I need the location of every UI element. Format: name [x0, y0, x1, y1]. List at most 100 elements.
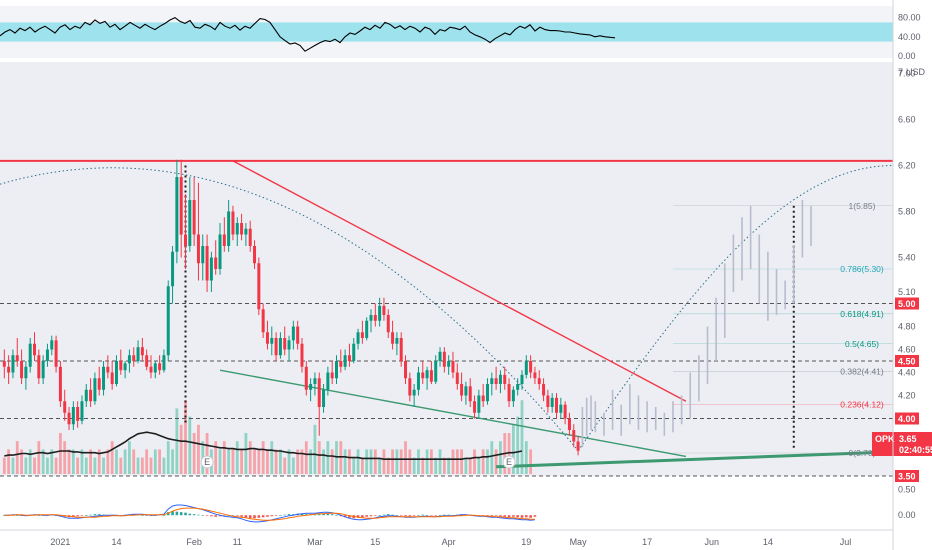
volume-bar: [145, 449, 149, 474]
macd-histogram-bar: [313, 514, 317, 516]
candle: [192, 177, 196, 246]
candle: [184, 194, 188, 269]
candle-body: [529, 361, 533, 373]
earnings-marker[interactable]: E: [502, 455, 516, 469]
price-tick-label: 5.80: [898, 207, 916, 217]
candle: [54, 335, 58, 373]
candle-body: [555, 397, 559, 413]
candle: [529, 355, 533, 379]
macd-histogram-bar: [499, 515, 502, 517]
candle: [253, 240, 257, 269]
candle-body: [257, 263, 261, 310]
macd-histogram-bar: [520, 515, 524, 518]
candle-body: [412, 389, 416, 396]
candle-body: [274, 338, 278, 356]
candle-body: [287, 340, 291, 350]
candle: [378, 297, 382, 327]
volume-bar: [253, 449, 256, 474]
candle: [93, 372, 97, 405]
macd-histogram-bar: [356, 515, 360, 518]
macd-histogram-bar: [192, 514, 196, 516]
candle: [127, 349, 131, 373]
macd-histogram-bar: [447, 514, 450, 516]
earnings-marker[interactable]: E: [200, 455, 214, 469]
candle-body: [477, 395, 481, 413]
candle-body: [270, 338, 274, 344]
candle-body: [408, 378, 412, 396]
candle-body: [2, 361, 6, 367]
time-axis[interactable]: 2021 14 Feb 11 Mar 15 Apr 19 May 17 Jun 14 Jul: [50, 537, 851, 547]
badge-countdown: 02:40:55: [899, 445, 932, 455]
candle-body: [76, 407, 80, 421]
volume-bar: [412, 457, 416, 474]
upper-trendline[interactable]: [232, 160, 687, 402]
volume-bar: [128, 441, 131, 474]
candle-body: [485, 384, 489, 402]
candle-body: [149, 366, 153, 373]
candle-body: [322, 389, 326, 407]
candle: [114, 355, 118, 387]
volume-bar: [348, 449, 351, 474]
candle-body: [24, 366, 28, 379]
candle: [89, 378, 93, 407]
candle: [313, 372, 317, 396]
candle-body: [451, 361, 455, 373]
candle: [265, 320, 269, 350]
lower-trendline[interactable]: [219, 369, 687, 458]
candle-body: [253, 246, 257, 264]
candle-body: [244, 228, 248, 235]
macd-histogram-bar: [210, 515, 213, 517]
candle-body: [158, 363, 162, 371]
rsi-pane[interactable]: [0, 6, 893, 58]
candle-body: [309, 384, 313, 390]
candle: [304, 361, 308, 396]
candle: [300, 338, 304, 373]
volume-bar: [261, 441, 265, 474]
volume-bar: [257, 449, 261, 474]
candle-body: [45, 349, 49, 361]
candle: [222, 217, 226, 252]
candle: [347, 343, 351, 367]
macd-histogram-bar: [361, 515, 364, 518]
candle: [421, 361, 425, 384]
candle-body: [127, 355, 131, 364]
candle: [50, 335, 54, 356]
candle: [352, 338, 356, 364]
candle: [257, 257, 261, 315]
candle: [2, 349, 6, 379]
candle: [291, 320, 295, 350]
macd-histogram-bar: [322, 513, 325, 516]
candle: [520, 370, 524, 390]
candle: [434, 355, 438, 384]
volume-bar: [283, 457, 287, 474]
fib-retracement[interactable]: 1(5.85) 0.786(5.30) 0.618(4.91) 0.5(4.65) 0.…: [672, 201, 893, 458]
candle: [365, 317, 369, 341]
candle-body: [442, 351, 446, 367]
support-trendline[interactable]: [496, 450, 894, 469]
candle: [326, 366, 330, 396]
macd-histogram-bar: [37, 515, 41, 516]
macd-histogram-bar: [382, 514, 386, 516]
level-badge-label: 4.00: [898, 414, 916, 424]
candle-body: [421, 372, 425, 379]
candle-body: [136, 347, 140, 361]
candle-body: [179, 177, 183, 235]
candle-body: [110, 372, 114, 384]
candle-body: [391, 332, 395, 344]
candle-body: [166, 286, 170, 356]
time-tick-label: 14: [763, 537, 773, 547]
candle: [494, 366, 498, 390]
macd-pane[interactable]: [0, 478, 893, 530]
price-pane[interactable]: 1(5.85) 0.786(5.30) 0.618(4.91) 0.5(4.65) 0.…: [0, 62, 894, 477]
candle-body: [106, 366, 110, 373]
level-badge: 4.00: [895, 412, 919, 425]
volume-bar: [244, 433, 248, 474]
macd-histogram-bar: [93, 514, 97, 516]
candle-body: [58, 366, 62, 402]
time-tick-label: 11: [233, 537, 242, 547]
volume-bar: [499, 441, 502, 474]
volume-bar: [300, 449, 304, 474]
macd-histogram-bar: [391, 514, 394, 516]
